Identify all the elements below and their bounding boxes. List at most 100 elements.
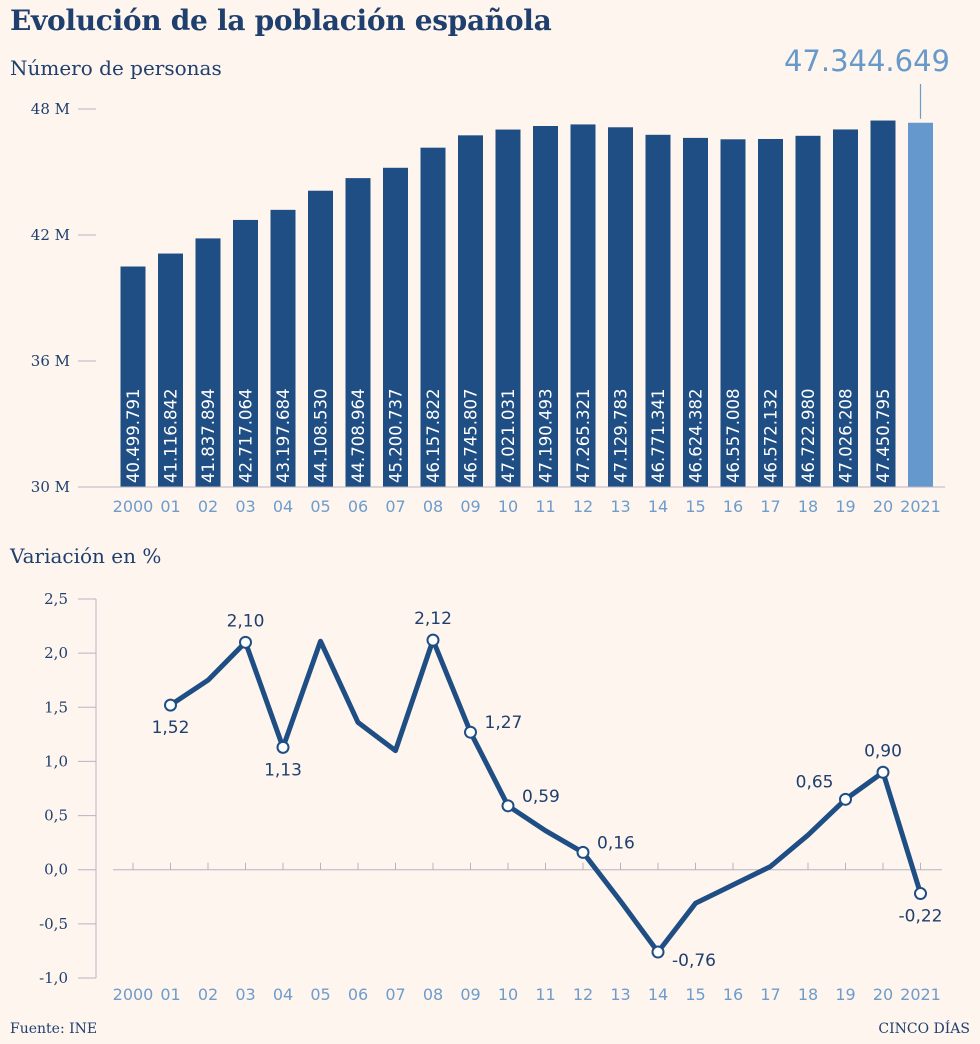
x-tick-label: 06 bbox=[348, 497, 368, 516]
x-tick-label: 08 bbox=[423, 497, 443, 516]
data-point-label: 0,16 bbox=[597, 833, 635, 853]
x-tick-label: 15 bbox=[685, 497, 705, 516]
x-tick-label: 02 bbox=[198, 985, 218, 1004]
x-tick-label: 19 bbox=[835, 497, 855, 516]
x-tick-label: 15 bbox=[685, 985, 705, 1004]
bar bbox=[683, 137, 708, 487]
data-point-marker bbox=[164, 698, 177, 712]
y-tick-label: 0,0 bbox=[44, 861, 68, 879]
x-tick-label: 13 bbox=[610, 497, 630, 516]
y-tick-label: -1,0 bbox=[39, 969, 68, 987]
x-tick-label: 18 bbox=[798, 497, 818, 516]
x-tick-label: 13 bbox=[610, 985, 630, 1004]
y-tick-label: 42 M bbox=[31, 226, 70, 244]
x-tick-label: 09 bbox=[460, 985, 480, 1004]
x-tick-label: 14 bbox=[648, 985, 668, 1004]
bar-value-label: 40.499.791 bbox=[124, 389, 143, 483]
data-point-marker bbox=[501, 799, 515, 813]
data-point-label: 1,27 bbox=[485, 713, 523, 733]
x-tick-label: 09 bbox=[460, 497, 480, 516]
x-tick-label: 2021 bbox=[900, 497, 941, 516]
bar bbox=[270, 209, 296, 487]
bar bbox=[833, 129, 858, 487]
bar-value-label: 47.190.493 bbox=[537, 389, 556, 483]
bar-value-label: 47.265.321 bbox=[574, 389, 593, 483]
x-tick-label: 01 bbox=[160, 497, 180, 516]
x-tick-label: 07 bbox=[385, 985, 405, 1004]
data-point-label: 1,13 bbox=[264, 760, 302, 780]
bar-value-label: 46.572.132 bbox=[762, 389, 781, 483]
bar bbox=[533, 125, 558, 488]
data-point-marker bbox=[839, 792, 852, 806]
bar bbox=[458, 135, 483, 487]
brand-credit: CINCO DÍAS bbox=[878, 1021, 970, 1037]
bar bbox=[308, 190, 333, 487]
x-tick-label: 03 bbox=[235, 497, 255, 516]
bar bbox=[908, 122, 933, 488]
y-tick-label: 48 M bbox=[31, 100, 70, 118]
bar bbox=[795, 135, 821, 487]
bar-value-label: 47.450.795 bbox=[874, 389, 893, 483]
x-tick-label: 17 bbox=[760, 985, 780, 1004]
x-tick-label: 02 bbox=[198, 497, 218, 516]
source-note: Fuente: INE bbox=[10, 1021, 98, 1037]
bar-chart: 30 M 36 M 42 M 48 M 40.499.791 2000 41.116.842… bbox=[31, 84, 945, 516]
bar bbox=[383, 167, 408, 487]
x-tick-label: 2021 bbox=[900, 985, 941, 1004]
x-tick-label: 10 bbox=[498, 985, 518, 1004]
x-tick-label: 2000 bbox=[113, 985, 154, 1004]
y-tick-label: -0,5 bbox=[39, 915, 68, 933]
line-chart: -1,0 -0,5 0,0 0,5 1,0 1,5 2,0 2,5 2000 01 02 03 04 05… bbox=[39, 590, 943, 1004]
data-point-label: 2,10 bbox=[227, 611, 265, 631]
bar-value-label: 45.200.737 bbox=[387, 389, 406, 483]
bar-value-label: 44.708.964 bbox=[349, 389, 368, 483]
bar-value-label: 44.108.530 bbox=[312, 389, 331, 483]
data-point-marker bbox=[651, 945, 665, 959]
y-tick-label: 30 M bbox=[31, 478, 70, 496]
data-point-marker bbox=[576, 845, 590, 859]
x-tick-label: 04 bbox=[273, 985, 293, 1004]
x-tick-label: 2000 bbox=[113, 497, 154, 516]
bar-value-label: 47.129.783 bbox=[612, 389, 631, 483]
bar bbox=[570, 124, 596, 488]
bar-value-label: 46.624.382 bbox=[687, 389, 706, 483]
x-tick-label: 06 bbox=[348, 985, 368, 1004]
x-tick-label: 05 bbox=[310, 497, 330, 516]
data-point-marker bbox=[914, 887, 927, 901]
bar bbox=[420, 147, 446, 488]
x-tick-label: 11 bbox=[535, 497, 555, 516]
bar-chart-subtitle: Número de personas bbox=[10, 56, 222, 80]
bar bbox=[158, 253, 183, 487]
bar-value-label: 46.157.822 bbox=[424, 389, 443, 483]
x-tick-label: 04 bbox=[273, 497, 293, 516]
x-tick-label: 12 bbox=[573, 985, 593, 1004]
data-point-label: 0,90 bbox=[864, 741, 902, 761]
y-tick-label: 1,5 bbox=[44, 698, 68, 716]
data-point-label: 1,52 bbox=[152, 718, 190, 738]
y-tick-label: 2,0 bbox=[44, 644, 68, 662]
chart-title: Evolución de la población española bbox=[10, 4, 552, 37]
bar bbox=[758, 138, 783, 487]
bar-value-label: 46.557.008 bbox=[724, 389, 743, 483]
data-point-label: -0,22 bbox=[899, 907, 943, 927]
bar-value-label: 43.197.684 bbox=[274, 389, 293, 483]
y-tick-label: 1,0 bbox=[44, 752, 68, 770]
bar bbox=[720, 139, 746, 487]
bar bbox=[608, 127, 633, 487]
y-tick-label: 2,5 bbox=[44, 590, 68, 608]
bar-value-label: 42.717.064 bbox=[237, 389, 256, 483]
x-tick-label: 08 bbox=[423, 985, 443, 1004]
x-tick-label: 17 bbox=[760, 497, 780, 516]
data-point-marker bbox=[239, 635, 252, 649]
x-tick-label: 19 bbox=[835, 985, 855, 1004]
data-point-marker bbox=[426, 633, 440, 647]
bar bbox=[495, 129, 521, 487]
x-tick-label: 11 bbox=[535, 985, 555, 1004]
bar-value-label: 41.116.842 bbox=[162, 389, 181, 483]
bar-value-label: 47.026.208 bbox=[837, 389, 856, 483]
data-point-label: -0,76 bbox=[672, 951, 716, 971]
bar bbox=[345, 178, 371, 487]
y-tick-label: 36 M bbox=[31, 352, 70, 370]
bar-value-label: 46.722.980 bbox=[799, 389, 818, 483]
data-point-marker bbox=[276, 740, 290, 754]
